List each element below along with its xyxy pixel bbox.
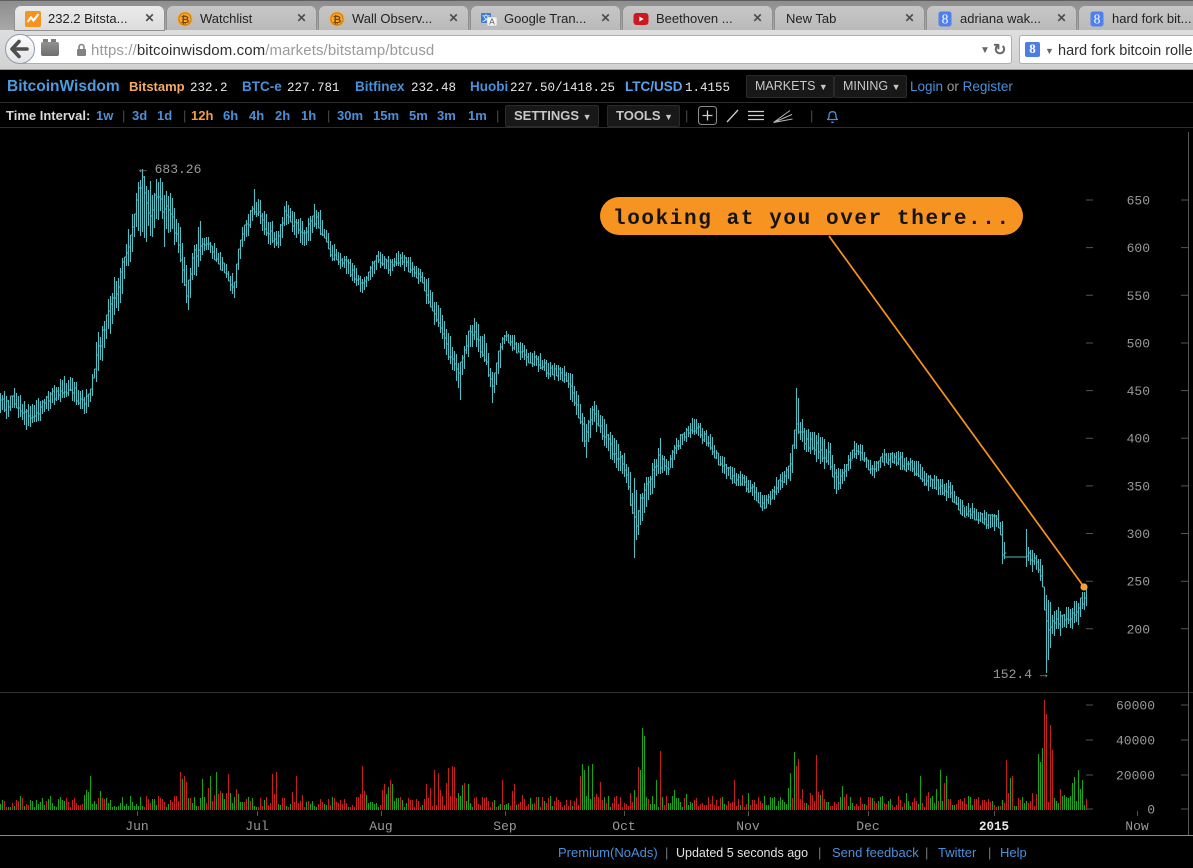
svg-text:200: 200 [1127, 622, 1150, 637]
svg-text:500: 500 [1127, 337, 1150, 352]
svg-text:650: 650 [1127, 194, 1150, 209]
svg-text:Oct: Oct [612, 819, 635, 834]
svg-text:40000: 40000 [1116, 734, 1155, 749]
svg-text:400: 400 [1127, 432, 1150, 447]
svg-text:Jul: Jul [245, 819, 269, 834]
svg-text:looking at you over there...: looking at you over there... [613, 208, 1011, 231]
svg-text:2015: 2015 [979, 820, 1009, 834]
svg-text:550: 550 [1127, 289, 1150, 304]
svg-text:152.4 →: 152.4 → [993, 667, 1048, 682]
svg-text:文: 文 [482, 13, 490, 23]
svg-text:Nov: Nov [736, 819, 760, 834]
svg-text:Sep: Sep [493, 819, 516, 834]
svg-text:20000: 20000 [1116, 769, 1155, 784]
svg-text:450: 450 [1127, 384, 1150, 399]
svg-text:0: 0 [1147, 803, 1155, 818]
svg-text:← 683.26: ← 683.26 [139, 162, 201, 177]
svg-text:Jun: Jun [125, 819, 148, 834]
svg-text:₿: ₿ [181, 14, 190, 26]
svg-text:₿: ₿ [333, 14, 342, 26]
svg-text:350: 350 [1127, 479, 1150, 494]
svg-text:Aug: Aug [369, 819, 392, 834]
svg-text:Dec: Dec [856, 819, 879, 834]
svg-text:8: 8 [942, 12, 949, 27]
svg-text:A: A [489, 17, 495, 27]
svg-text:600: 600 [1127, 241, 1150, 256]
svg-text:Now: Now [1125, 819, 1149, 834]
svg-text:60000: 60000 [1116, 699, 1155, 714]
svg-text:300: 300 [1127, 527, 1150, 542]
svg-text:250: 250 [1127, 575, 1150, 590]
svg-text:8: 8 [1094, 12, 1101, 27]
